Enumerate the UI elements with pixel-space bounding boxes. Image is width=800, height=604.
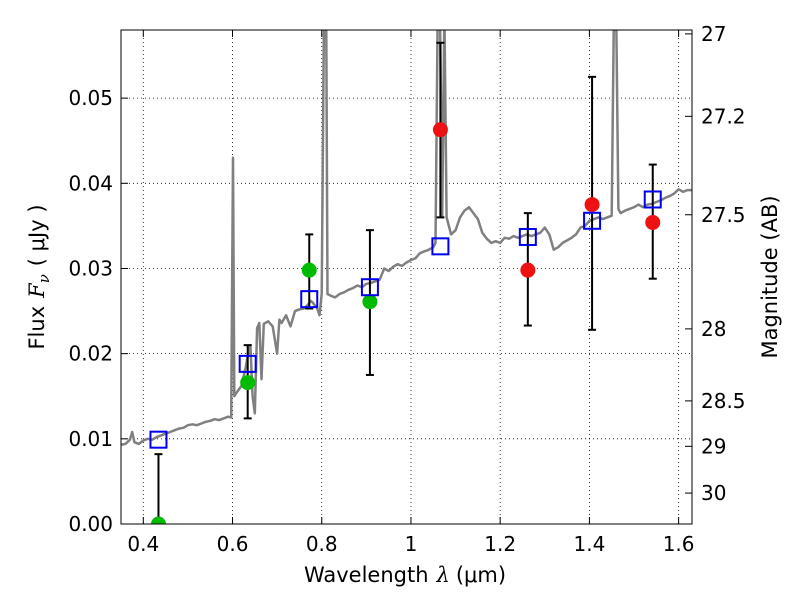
y2-axis-label: Magnitude (AB): [758, 195, 782, 358]
mag-tick-label: 28: [701, 317, 726, 341]
x-tick-label: 1.6: [663, 532, 695, 556]
y-tick-label: 0.00: [68, 512, 113, 536]
model-flux-square: [149, 430, 168, 449]
photometry-point: [432, 122, 448, 138]
mag-tick-label: 27.5: [701, 203, 746, 227]
mag-tick-label: 28.5: [701, 389, 746, 413]
mag-tick-label: 29: [701, 434, 726, 458]
x-tick-label: 0.8: [306, 532, 338, 556]
x-tick-label: 1.2: [484, 532, 516, 556]
y-tick-label: 0.04: [68, 171, 113, 195]
model-flux-square: [583, 211, 602, 230]
grid: [121, 30, 692, 525]
x-tick-label: 0.4: [127, 532, 159, 556]
x-tick-label: 1: [405, 532, 418, 556]
photometry-point: [584, 197, 600, 213]
mag-tick-label: 30: [701, 481, 726, 505]
model-flux-square: [518, 227, 537, 246]
photometry-point: [520, 262, 536, 278]
y-tick-label: 0.03: [68, 256, 113, 280]
y-tick-label: 0.02: [68, 342, 113, 366]
x-tick-label: 1.4: [573, 532, 605, 556]
model-spectrum-line: [121, 30, 692, 447]
y-tick-label: 0.01: [68, 427, 113, 451]
photometry-point: [240, 375, 256, 391]
y-tick-label: 0.05: [68, 86, 113, 110]
plot-frame: [120, 29, 693, 525]
mag-tick-label: 27: [701, 22, 726, 46]
model-flux-square: [300, 290, 319, 309]
x-tick-label: 0.6: [217, 532, 249, 556]
mag-tick-label: 27.2: [701, 104, 746, 128]
model-flux-square: [431, 237, 450, 256]
model-flux-square: [238, 354, 257, 373]
axes: 0.4 0.6 0.8 1 1.2 1.4 1.6 0.00 0.01 0.02 0.03 0.04 0…: [68, 22, 745, 556]
photometry-point: [301, 262, 317, 278]
x-axis-label: Wavelength λ (μm): [304, 563, 506, 587]
model-flux-square: [643, 190, 662, 209]
model-flux-square: [360, 278, 379, 297]
photometry-point: [362, 294, 378, 310]
data-layer: [121, 30, 692, 524]
y-axis-label: FluxFν( μJy ): [25, 204, 53, 349]
photometry-point: [150, 516, 166, 524]
photometry-point: [645, 214, 661, 230]
